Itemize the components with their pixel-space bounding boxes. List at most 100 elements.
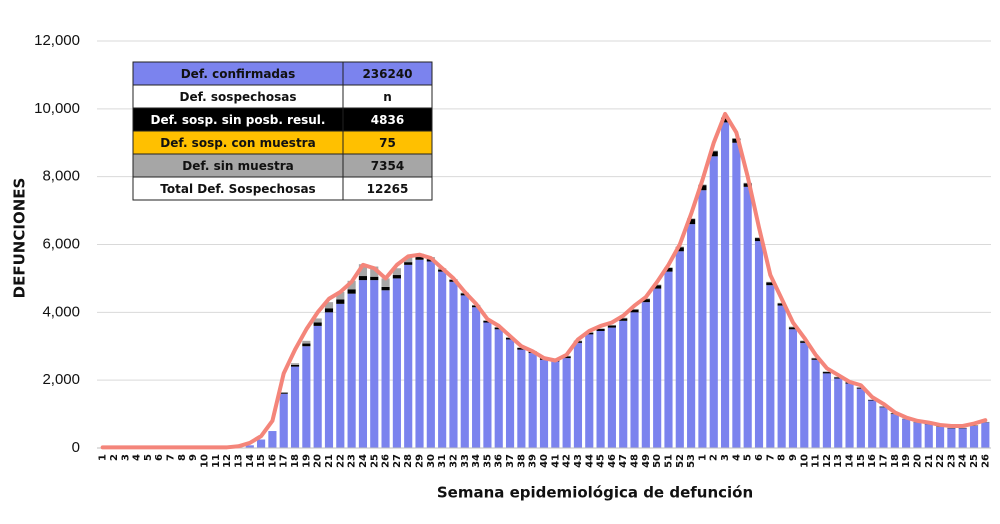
bar-segment [857, 389, 865, 448]
x-tick-label: 26 [381, 454, 392, 468]
bar-segment [619, 321, 627, 448]
x-tick-label: 6 [754, 454, 765, 461]
bar-segment [913, 423, 921, 448]
x-tick-label: 7 [166, 454, 177, 461]
x-tick-label: 8 [177, 454, 188, 461]
x-tick-label: 12 [822, 454, 833, 468]
bar-segment [381, 290, 389, 448]
bar-segment [902, 419, 910, 448]
x-tick-label: 46 [607, 454, 618, 468]
y-tick-label: 0 [72, 439, 80, 456]
x-tick-label: 9 [788, 454, 799, 461]
x-tick-label: 43 [573, 454, 584, 468]
x-tick-label: 14 [845, 454, 856, 468]
bar-segment [529, 353, 537, 448]
bar-segment [710, 156, 718, 448]
x-tick-label: 11 [811, 454, 822, 468]
bar-segment [438, 272, 446, 448]
x-tick-label: 24 [358, 454, 369, 468]
table-label: Def. sospechosas [180, 90, 297, 104]
x-tick-label: 14 [245, 454, 256, 468]
bar-segment [370, 280, 378, 448]
bar-segment [359, 280, 367, 448]
x-tick-label: 22 [935, 454, 946, 468]
x-tick-label: 52 [675, 454, 686, 468]
x-tick-label: 2 [109, 454, 120, 461]
x-tick-label: 40 [539, 454, 550, 468]
bar-segment [370, 277, 378, 280]
x-tick-label: 42 [562, 454, 573, 468]
bar-segment [325, 308, 333, 312]
x-tick-label: 16 [867, 454, 878, 468]
table-label: Def. sosp. con muestra [160, 136, 315, 150]
x-tick-label: 6 [154, 454, 165, 461]
bar-segment [642, 302, 650, 448]
bar-segment [404, 262, 412, 265]
bar-segment [766, 285, 774, 448]
bar-segment [257, 440, 265, 448]
x-tick-label: 21 [924, 454, 935, 468]
x-tick-label: 15 [856, 454, 867, 468]
bar-segment [427, 261, 435, 448]
bar-segment [608, 328, 616, 448]
bar-segment [800, 343, 808, 448]
x-tick-label: 34 [471, 454, 482, 468]
x-tick-label: 4 [132, 454, 143, 461]
x-tick-label: 24 [958, 454, 969, 468]
x-tick-label: 53 [686, 454, 697, 468]
x-tick-label: 9 [188, 454, 199, 461]
bar-segment [314, 323, 322, 326]
x-tick-label: 41 [550, 454, 561, 468]
bar-segment [483, 323, 491, 448]
y-tick-label: 4,000 [42, 303, 80, 320]
bar-segment [517, 350, 525, 448]
bar-segment [268, 431, 276, 448]
x-tick-label: 36 [494, 454, 505, 468]
bar-segment [291, 363, 299, 365]
bar-segment [778, 306, 786, 448]
x-tick-label: 5 [143, 454, 154, 461]
x-tick-label: 20 [313, 454, 324, 468]
bar-segment [563, 358, 571, 448]
bar-segment [280, 394, 288, 448]
y-tick-label: 12,000 [34, 32, 80, 49]
bar-segment [336, 304, 344, 448]
x-tick-label: 11 [211, 454, 222, 468]
bar-segment [879, 407, 887, 448]
table-label: Def. sin muestra [182, 159, 293, 173]
x-tick-label: 25 [369, 454, 380, 468]
x-tick-label: 33 [460, 454, 471, 468]
bar-segment [744, 187, 752, 448]
bar-segment [947, 428, 955, 448]
x-tick-label: 2 [709, 454, 720, 461]
bar-segment [868, 401, 876, 448]
bar-segment [925, 424, 933, 448]
y-axis-title: DEFUNCIONES [11, 178, 29, 299]
x-tick-label: 50 [652, 454, 663, 468]
x-tick-label: 49 [641, 454, 652, 468]
bar-segment [302, 341, 310, 344]
bar-segment [393, 275, 401, 278]
bar-segment [381, 287, 389, 290]
x-tick-label: 18 [290, 454, 301, 468]
x-tick-label: 1 [98, 454, 109, 461]
bar-segment [676, 251, 684, 448]
bar-segment [540, 360, 548, 448]
x-tick-label: 13 [833, 454, 844, 468]
bar-segment [449, 282, 457, 448]
x-tick-label: 23 [347, 454, 358, 468]
bar-segment [959, 428, 967, 448]
x-tick-label: 31 [437, 454, 448, 468]
table-value: n [383, 90, 392, 104]
y-tick-label: 10,000 [34, 100, 80, 117]
bar-segment [551, 362, 559, 448]
bar-segment [834, 378, 842, 448]
x-tick-label: 1 [697, 454, 708, 461]
table-value: 75 [379, 136, 396, 150]
bar-segment [291, 365, 299, 367]
bar-segment [653, 289, 661, 448]
x-tick-label: 3 [720, 454, 731, 461]
x-tick-label: 16 [267, 454, 278, 468]
